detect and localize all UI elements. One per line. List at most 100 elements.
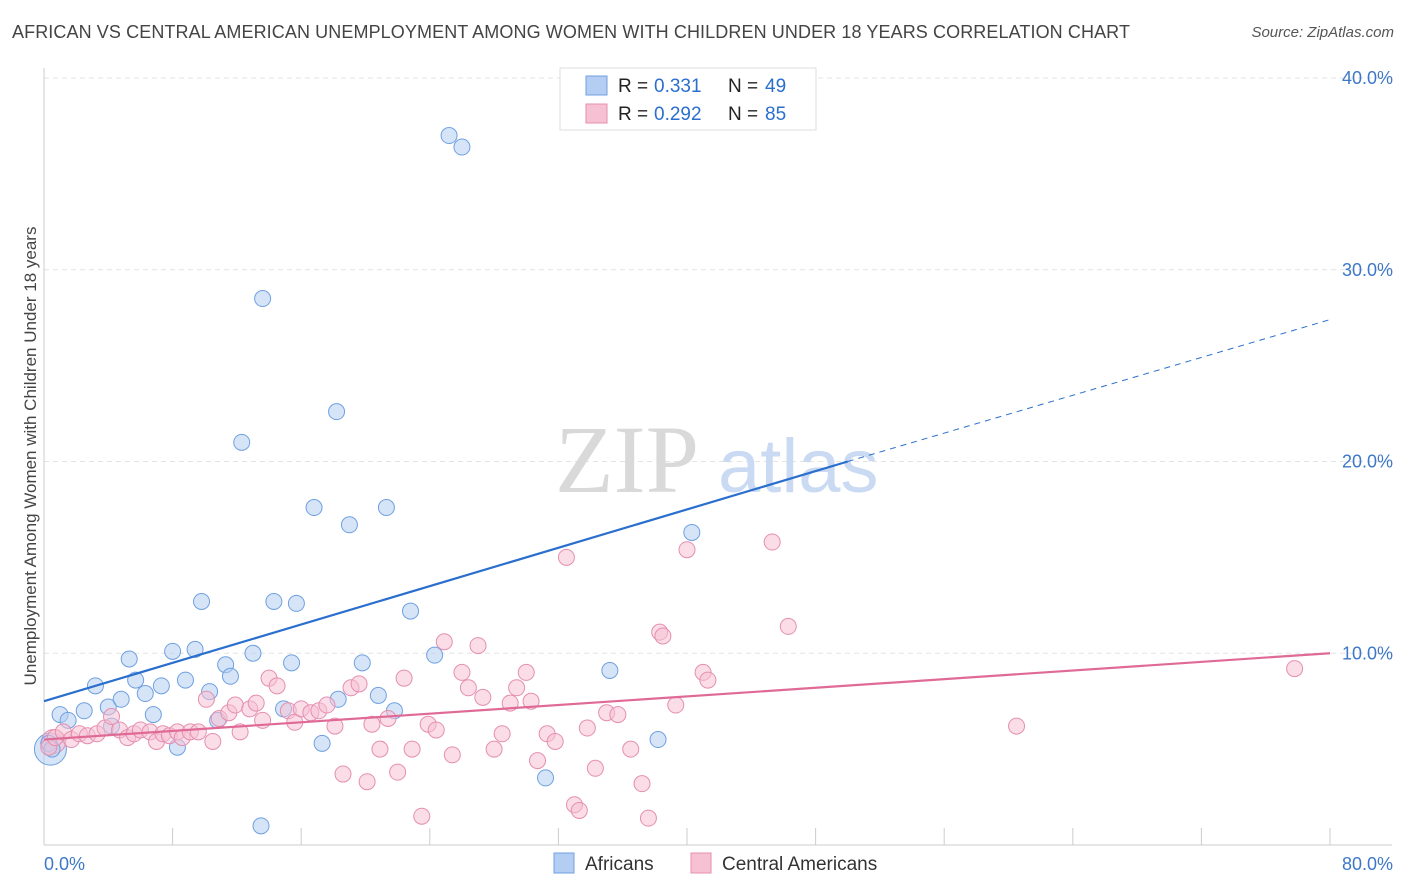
africans-point — [426, 646, 444, 664]
y-tick-label: 10.0% — [1342, 643, 1393, 663]
central-americans-point — [557, 548, 575, 566]
stats-r-label-africans: R = — [618, 76, 648, 97]
stats-n-label-central-americans: N = — [728, 104, 758, 125]
stats-legend-swatch-central-americans — [585, 103, 608, 124]
stats-n-label-africans: N = — [728, 76, 758, 97]
watermark-zip: ZIP — [555, 406, 699, 513]
africans-trend-extension — [847, 319, 1331, 462]
central-americans-point — [371, 740, 389, 758]
central-americans-point — [226, 696, 244, 714]
central-americans-point — [639, 809, 657, 827]
africans-point — [221, 667, 239, 685]
central-americans-point — [508, 679, 526, 697]
trend-lines — [43, 319, 1331, 741]
watermark: ZIP atlas — [555, 406, 879, 513]
central-americans-point — [699, 671, 717, 689]
chart-source: Source: ZipAtlas.com — [1251, 24, 1394, 41]
africans-point — [649, 731, 667, 749]
central-americans-point — [586, 759, 604, 777]
central-americans-point — [103, 708, 121, 726]
africans-point — [328, 403, 346, 421]
africans-point — [353, 654, 371, 672]
africans-point — [112, 690, 130, 708]
africans-point — [164, 642, 182, 660]
central-americans-point — [453, 663, 471, 681]
series-legend: Africans Central Americans — [553, 852, 877, 875]
africans-point — [369, 686, 387, 704]
central-americans-point — [247, 694, 265, 712]
africans-point — [402, 602, 420, 620]
central-americans-point — [379, 709, 397, 727]
y-axis-title: Unemployment Among Women with Children U… — [21, 227, 40, 686]
central-americans-point — [1008, 717, 1026, 735]
africans-point — [601, 662, 619, 680]
tick-labels: 10.0% 20.0% 30.0% 40.0% 0.0% 80.0% — [44, 68, 1393, 874]
legend-swatch-africans — [553, 852, 575, 874]
central-americans-point — [204, 732, 222, 750]
legend-swatch-central-americans — [690, 852, 712, 874]
africans-point — [683, 523, 701, 541]
africans-point — [340, 516, 358, 534]
legend-label-africans: Africans — [585, 854, 654, 875]
africans-point — [254, 290, 272, 308]
central-americans-point — [779, 617, 797, 635]
central-americans-point — [318, 696, 336, 714]
africans-point — [313, 734, 331, 752]
africans-point — [377, 499, 395, 517]
central-americans-point — [622, 740, 640, 758]
central-americans-point — [493, 725, 511, 743]
stats-legend: R = 0.331 N = 49 R = 0.292 N = 85 — [559, 67, 817, 131]
africans-point — [75, 702, 93, 720]
watermark-atlas: atlas — [718, 424, 879, 509]
stats-legend-swatch-africans — [585, 75, 608, 96]
africans-point — [252, 817, 270, 835]
africans-point — [152, 677, 170, 695]
legend-label-central-americans: Central Americans — [722, 854, 877, 875]
africans-point — [453, 138, 471, 156]
africans-point — [537, 769, 555, 787]
central-americans-point — [427, 721, 445, 739]
central-americans-point — [395, 669, 413, 687]
central-americans-point — [326, 717, 344, 735]
central-americans-point — [1286, 660, 1304, 678]
central-americans-point — [578, 719, 596, 737]
africans-trend-line — [43, 460, 849, 703]
y-tick-label: 30.0% — [1342, 260, 1393, 280]
central-americans-point — [268, 677, 286, 695]
stats-r-label-central-americans: R = — [618, 104, 648, 125]
central-americans-point — [609, 706, 627, 724]
central-americans-point — [197, 690, 215, 708]
central-americans-point — [469, 637, 487, 655]
x-tick-label: 80.0% — [1342, 854, 1393, 874]
stats-r-value-central-americans: 0.292 — [654, 104, 702, 125]
central-americans-point — [358, 773, 376, 791]
central-americans-point — [459, 679, 477, 697]
africans-point — [305, 499, 323, 517]
grid — [44, 77, 1392, 845]
central-americans-point — [678, 541, 696, 559]
africans-point — [120, 650, 138, 668]
africans-point — [176, 671, 194, 689]
data-points — [33, 127, 1304, 835]
africans-point — [136, 685, 154, 703]
chart-title: AFRICAN VS CENTRAL AMERICAN UNEMPLOYMENT… — [12, 22, 1131, 42]
central-americans-point — [763, 533, 781, 551]
axes — [43, 68, 1392, 846]
stats-r-value-africans: 0.331 — [654, 76, 702, 97]
y-tick-label: 20.0% — [1342, 452, 1393, 472]
x-tick-label: 0.0% — [44, 854, 85, 874]
central-americans-point — [529, 752, 547, 770]
central-americans-point — [413, 807, 431, 825]
central-americans-point — [570, 801, 588, 819]
y-tick-label: 40.0% — [1342, 68, 1393, 88]
central-americans-point — [350, 675, 368, 693]
central-americans-point — [654, 627, 672, 645]
central-americans-point — [231, 723, 249, 741]
central-americans-point — [403, 740, 421, 758]
central-americans-point — [546, 732, 564, 750]
central-americans-point — [389, 763, 407, 781]
central-americans-point — [474, 688, 492, 706]
stats-n-value-africans: 49 — [765, 76, 786, 97]
central-americans-point — [485, 740, 503, 758]
